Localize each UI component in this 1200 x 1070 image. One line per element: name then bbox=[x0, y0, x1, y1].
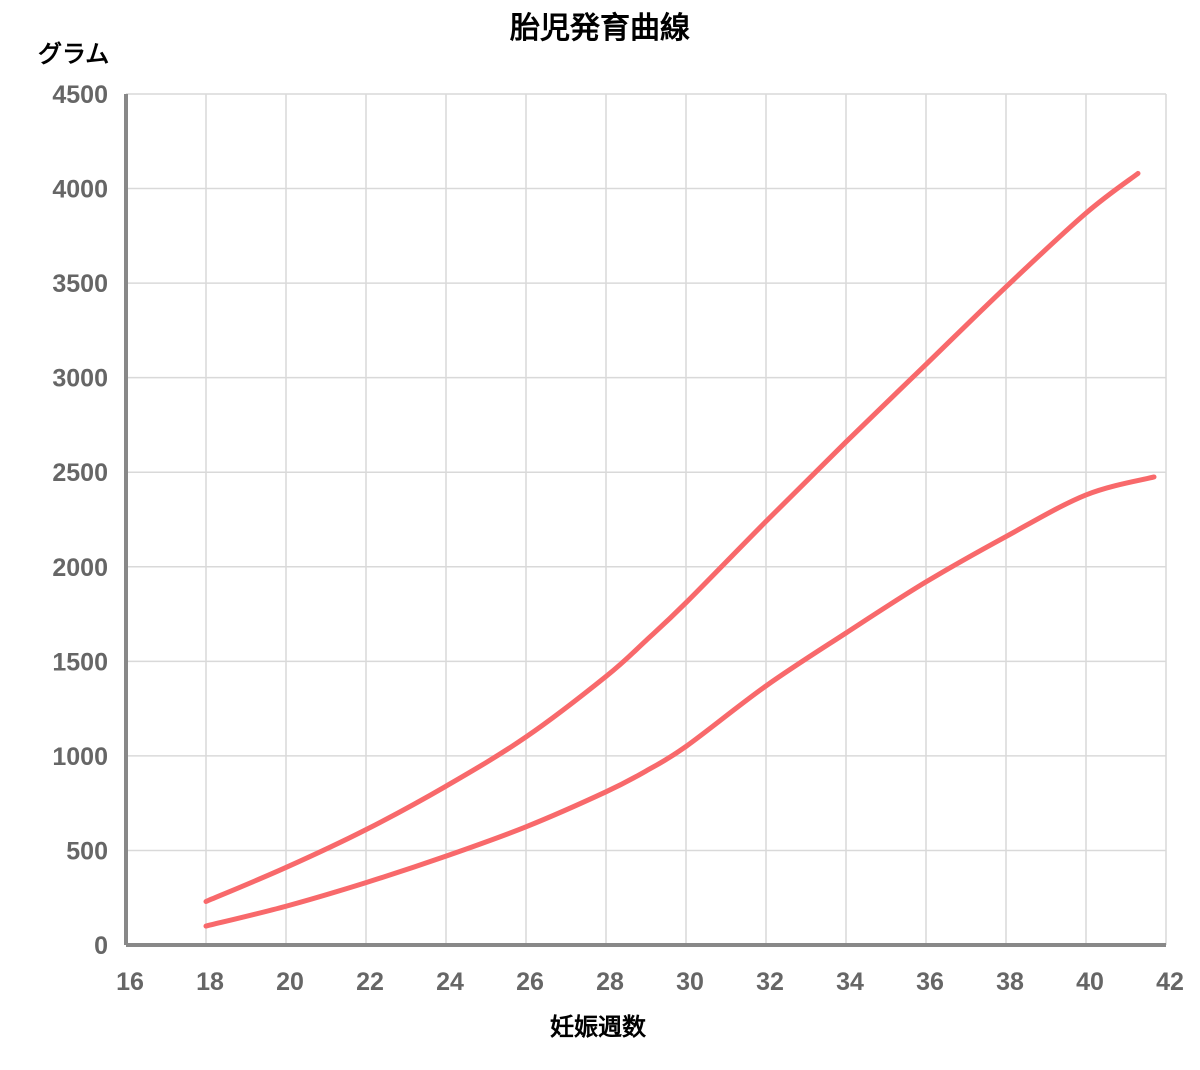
x-tick-label: 24 bbox=[436, 968, 464, 996]
y-tick-label: 3000 bbox=[52, 365, 108, 393]
x-tick-label: 36 bbox=[916, 968, 944, 996]
y-tick-label: 1500 bbox=[52, 648, 108, 676]
series-line-2 bbox=[203, 474, 1157, 929]
grid-lines bbox=[126, 93, 1167, 945]
series-lines bbox=[203, 170, 1157, 929]
y-tick-label: 2500 bbox=[52, 459, 108, 487]
x-tick-label: 40 bbox=[1076, 968, 1104, 996]
x-tick-label: 32 bbox=[756, 968, 784, 996]
y-tick-label: 0 bbox=[94, 932, 108, 960]
x-tick-label: 22 bbox=[356, 968, 384, 996]
y-tick-label: 2000 bbox=[52, 554, 108, 582]
y-tick-label: 4000 bbox=[52, 176, 108, 204]
x-tick-label: 30 bbox=[676, 968, 704, 996]
x-tick-labels: 16 18 20 22 24 26 28 30 32 34 36 38 40 42 bbox=[116, 968, 1184, 996]
y-axis-label: グラム bbox=[38, 40, 109, 68]
chart-title: 胎児発育曲線 bbox=[509, 11, 690, 46]
series-line-1 bbox=[203, 170, 1141, 904]
axes bbox=[124, 94, 1166, 947]
y-tick-label: 1000 bbox=[52, 743, 108, 771]
y-tick-label: 3500 bbox=[52, 270, 108, 298]
x-tick-label: 34 bbox=[836, 968, 864, 996]
x-tick-label: 26 bbox=[516, 968, 544, 996]
x-tick-label: 20 bbox=[276, 968, 304, 996]
x-tick-label: 28 bbox=[596, 968, 624, 996]
x-tick-label: 16 bbox=[116, 968, 144, 996]
y-tick-label: 4500 bbox=[52, 81, 108, 109]
x-tick-label: 42 bbox=[1156, 968, 1184, 996]
y-tick-label: 500 bbox=[66, 837, 108, 865]
x-axis-label: 妊娠週数 bbox=[550, 1013, 647, 1041]
x-tick-label: 38 bbox=[996, 968, 1024, 996]
y-tick-labels: 0 500 1000 1500 2000 2500 3000 3500 4000 4500 bbox=[52, 81, 108, 960]
x-tick-label: 18 bbox=[196, 968, 224, 996]
